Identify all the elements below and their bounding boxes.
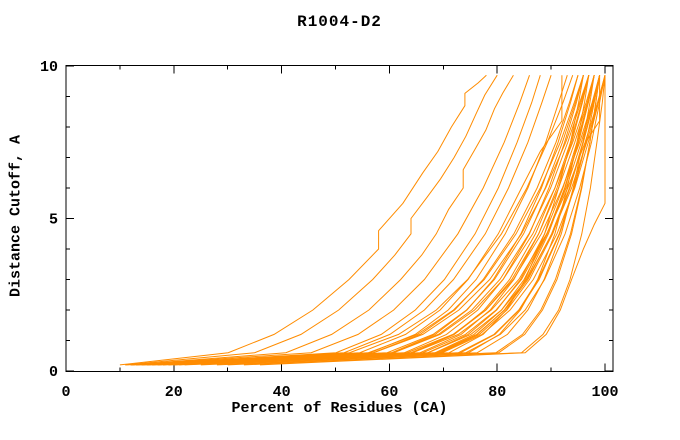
model-curve xyxy=(130,75,574,366)
model-curve xyxy=(130,75,590,366)
model-curve xyxy=(259,75,606,366)
x-tick-label: 80 xyxy=(488,384,506,401)
model-curve xyxy=(152,75,590,366)
model-curve xyxy=(157,75,590,366)
model-curve xyxy=(136,75,584,366)
model-curve xyxy=(119,74,487,366)
chart-title: R1004-D2 xyxy=(297,13,382,31)
x-tick-label: 0 xyxy=(61,384,70,401)
model-curve xyxy=(168,75,595,366)
model-curve xyxy=(146,75,568,366)
model-curve xyxy=(125,74,498,366)
model-curve xyxy=(157,75,606,366)
model-curve xyxy=(184,75,590,366)
model-curve xyxy=(227,75,601,366)
model-curve xyxy=(243,75,606,366)
model-curve xyxy=(168,75,601,366)
x-tick-label: 60 xyxy=(380,384,398,401)
x-tick-label: 20 xyxy=(165,384,183,401)
y-tick-label: 10 xyxy=(40,59,58,76)
x-axis-label: Percent of Residues (CA) xyxy=(231,400,448,417)
model-curve xyxy=(152,75,579,366)
model-curve xyxy=(130,75,563,366)
model-curve xyxy=(141,75,552,366)
x-tick-label: 100 xyxy=(591,384,618,401)
model-curve xyxy=(136,75,606,366)
model-curve xyxy=(130,74,514,366)
y-tick-label: 0 xyxy=(49,364,58,381)
model-curve xyxy=(136,75,595,366)
model-curve xyxy=(173,75,601,366)
x-tick-label: 40 xyxy=(273,384,291,401)
model-curve xyxy=(141,75,601,366)
model-curve xyxy=(162,75,595,366)
model-curve xyxy=(141,75,579,366)
model-curve xyxy=(162,75,601,366)
model-curve xyxy=(141,75,590,366)
model-curve xyxy=(200,75,595,366)
model-curve xyxy=(130,75,530,366)
y-tick-label: 5 xyxy=(49,212,58,229)
model-curve xyxy=(146,75,584,366)
model-curve xyxy=(136,75,541,366)
model-curve xyxy=(125,75,584,366)
model-curve xyxy=(173,75,584,366)
